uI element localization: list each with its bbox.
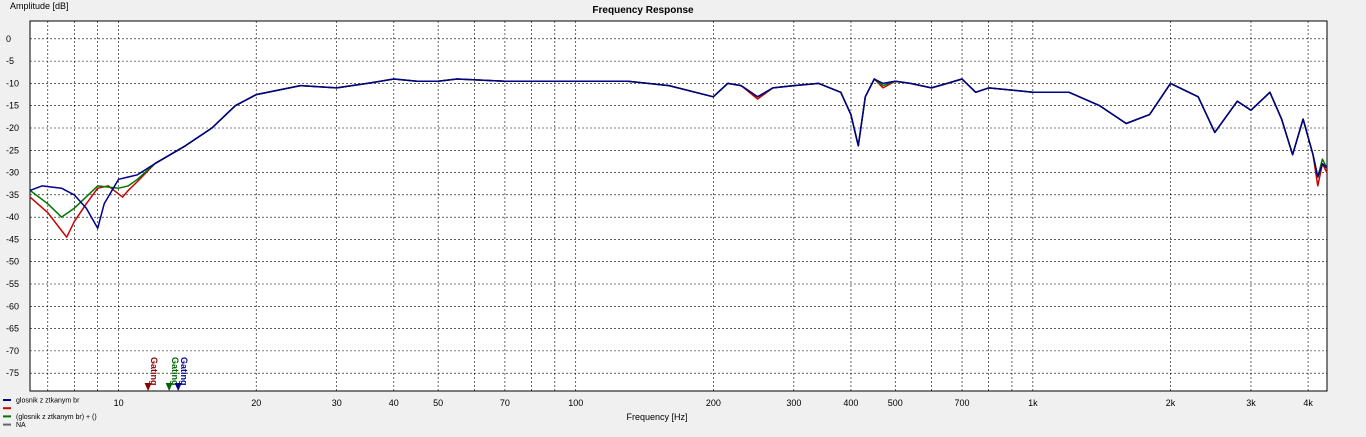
x-tick-label: 4k bbox=[1303, 398, 1313, 408]
x-tick-label: 40 bbox=[389, 398, 399, 408]
y-tick-label: -10 bbox=[6, 78, 19, 88]
y-tick-label: -55 bbox=[6, 279, 19, 289]
gating-marker-arrow bbox=[165, 383, 173, 391]
x-tick-label: 70 bbox=[500, 398, 510, 408]
y-tick-label: -25 bbox=[6, 145, 19, 155]
x-tick-label: 300 bbox=[786, 398, 801, 408]
y-tick-label: 0 bbox=[6, 34, 11, 44]
legend-label: (glosnik z ztkanym br) + () bbox=[16, 414, 97, 421]
y-tick-label: -65 bbox=[6, 324, 19, 334]
y-tick-label: -70 bbox=[6, 346, 19, 356]
x-tick-label: 700 bbox=[955, 398, 970, 408]
grid-layer bbox=[30, 21, 1327, 391]
y-tick-label: -5 bbox=[6, 56, 14, 66]
y-axis-label: Amplitude [dB] bbox=[10, 1, 69, 11]
chart-title: Frequency Response bbox=[592, 5, 694, 16]
y-tick-label: -60 bbox=[6, 301, 19, 311]
x-tick-label: 10 bbox=[114, 398, 124, 408]
series-line-2 bbox=[29, 78, 1328, 230]
x-tick-label: 50 bbox=[433, 398, 443, 408]
y-tick-label: -75 bbox=[6, 368, 19, 378]
x-tick-label: 400 bbox=[843, 398, 858, 408]
x-tick-label: 200 bbox=[706, 398, 721, 408]
series-layer bbox=[29, 78, 1328, 238]
y-tick-label: -50 bbox=[6, 257, 19, 267]
x-tick-label: 500 bbox=[888, 398, 903, 408]
gating-marker-arrow bbox=[144, 383, 152, 391]
legend: glosnik z ztkanym br (glosnik z ztkanym b… bbox=[3, 398, 97, 429]
gating-marker-arrow bbox=[174, 383, 182, 391]
x-tick-label: 1k bbox=[1028, 398, 1038, 408]
x-tick-label: 30 bbox=[332, 398, 342, 408]
y-tick-label: -15 bbox=[6, 101, 19, 111]
y-tick-label: -20 bbox=[6, 123, 19, 133]
x-tick-label: 100 bbox=[568, 398, 583, 408]
legend-label: glosnik z ztkanym br bbox=[16, 398, 80, 405]
x-tick-label: 3k bbox=[1246, 398, 1256, 408]
plot-area bbox=[29, 20, 1328, 392]
gating-marker-label: Gating bbox=[149, 357, 159, 386]
y-tick-label: -40 bbox=[6, 212, 19, 222]
axis-layer: 0 -5 -10 -15 -20 -25 -30 -35 -40 -45 -50 -55 -60 -65 -… bbox=[6, 34, 1313, 408]
y-tick-label: -30 bbox=[6, 168, 19, 178]
x-tick-label: 20 bbox=[251, 398, 261, 408]
gating-marker-label: Gating bbox=[170, 357, 180, 386]
y-tick-label: -35 bbox=[6, 190, 19, 200]
gating-marker-layer: Gating Gating Gating bbox=[144, 357, 189, 391]
legend-label: NA bbox=[16, 422, 26, 429]
gating-marker-label: Gating bbox=[179, 357, 189, 386]
y-tick-label: -45 bbox=[6, 234, 19, 244]
x-tick-label: 2k bbox=[1166, 398, 1176, 408]
x-axis-label: Frequency [Hz] bbox=[626, 412, 687, 422]
